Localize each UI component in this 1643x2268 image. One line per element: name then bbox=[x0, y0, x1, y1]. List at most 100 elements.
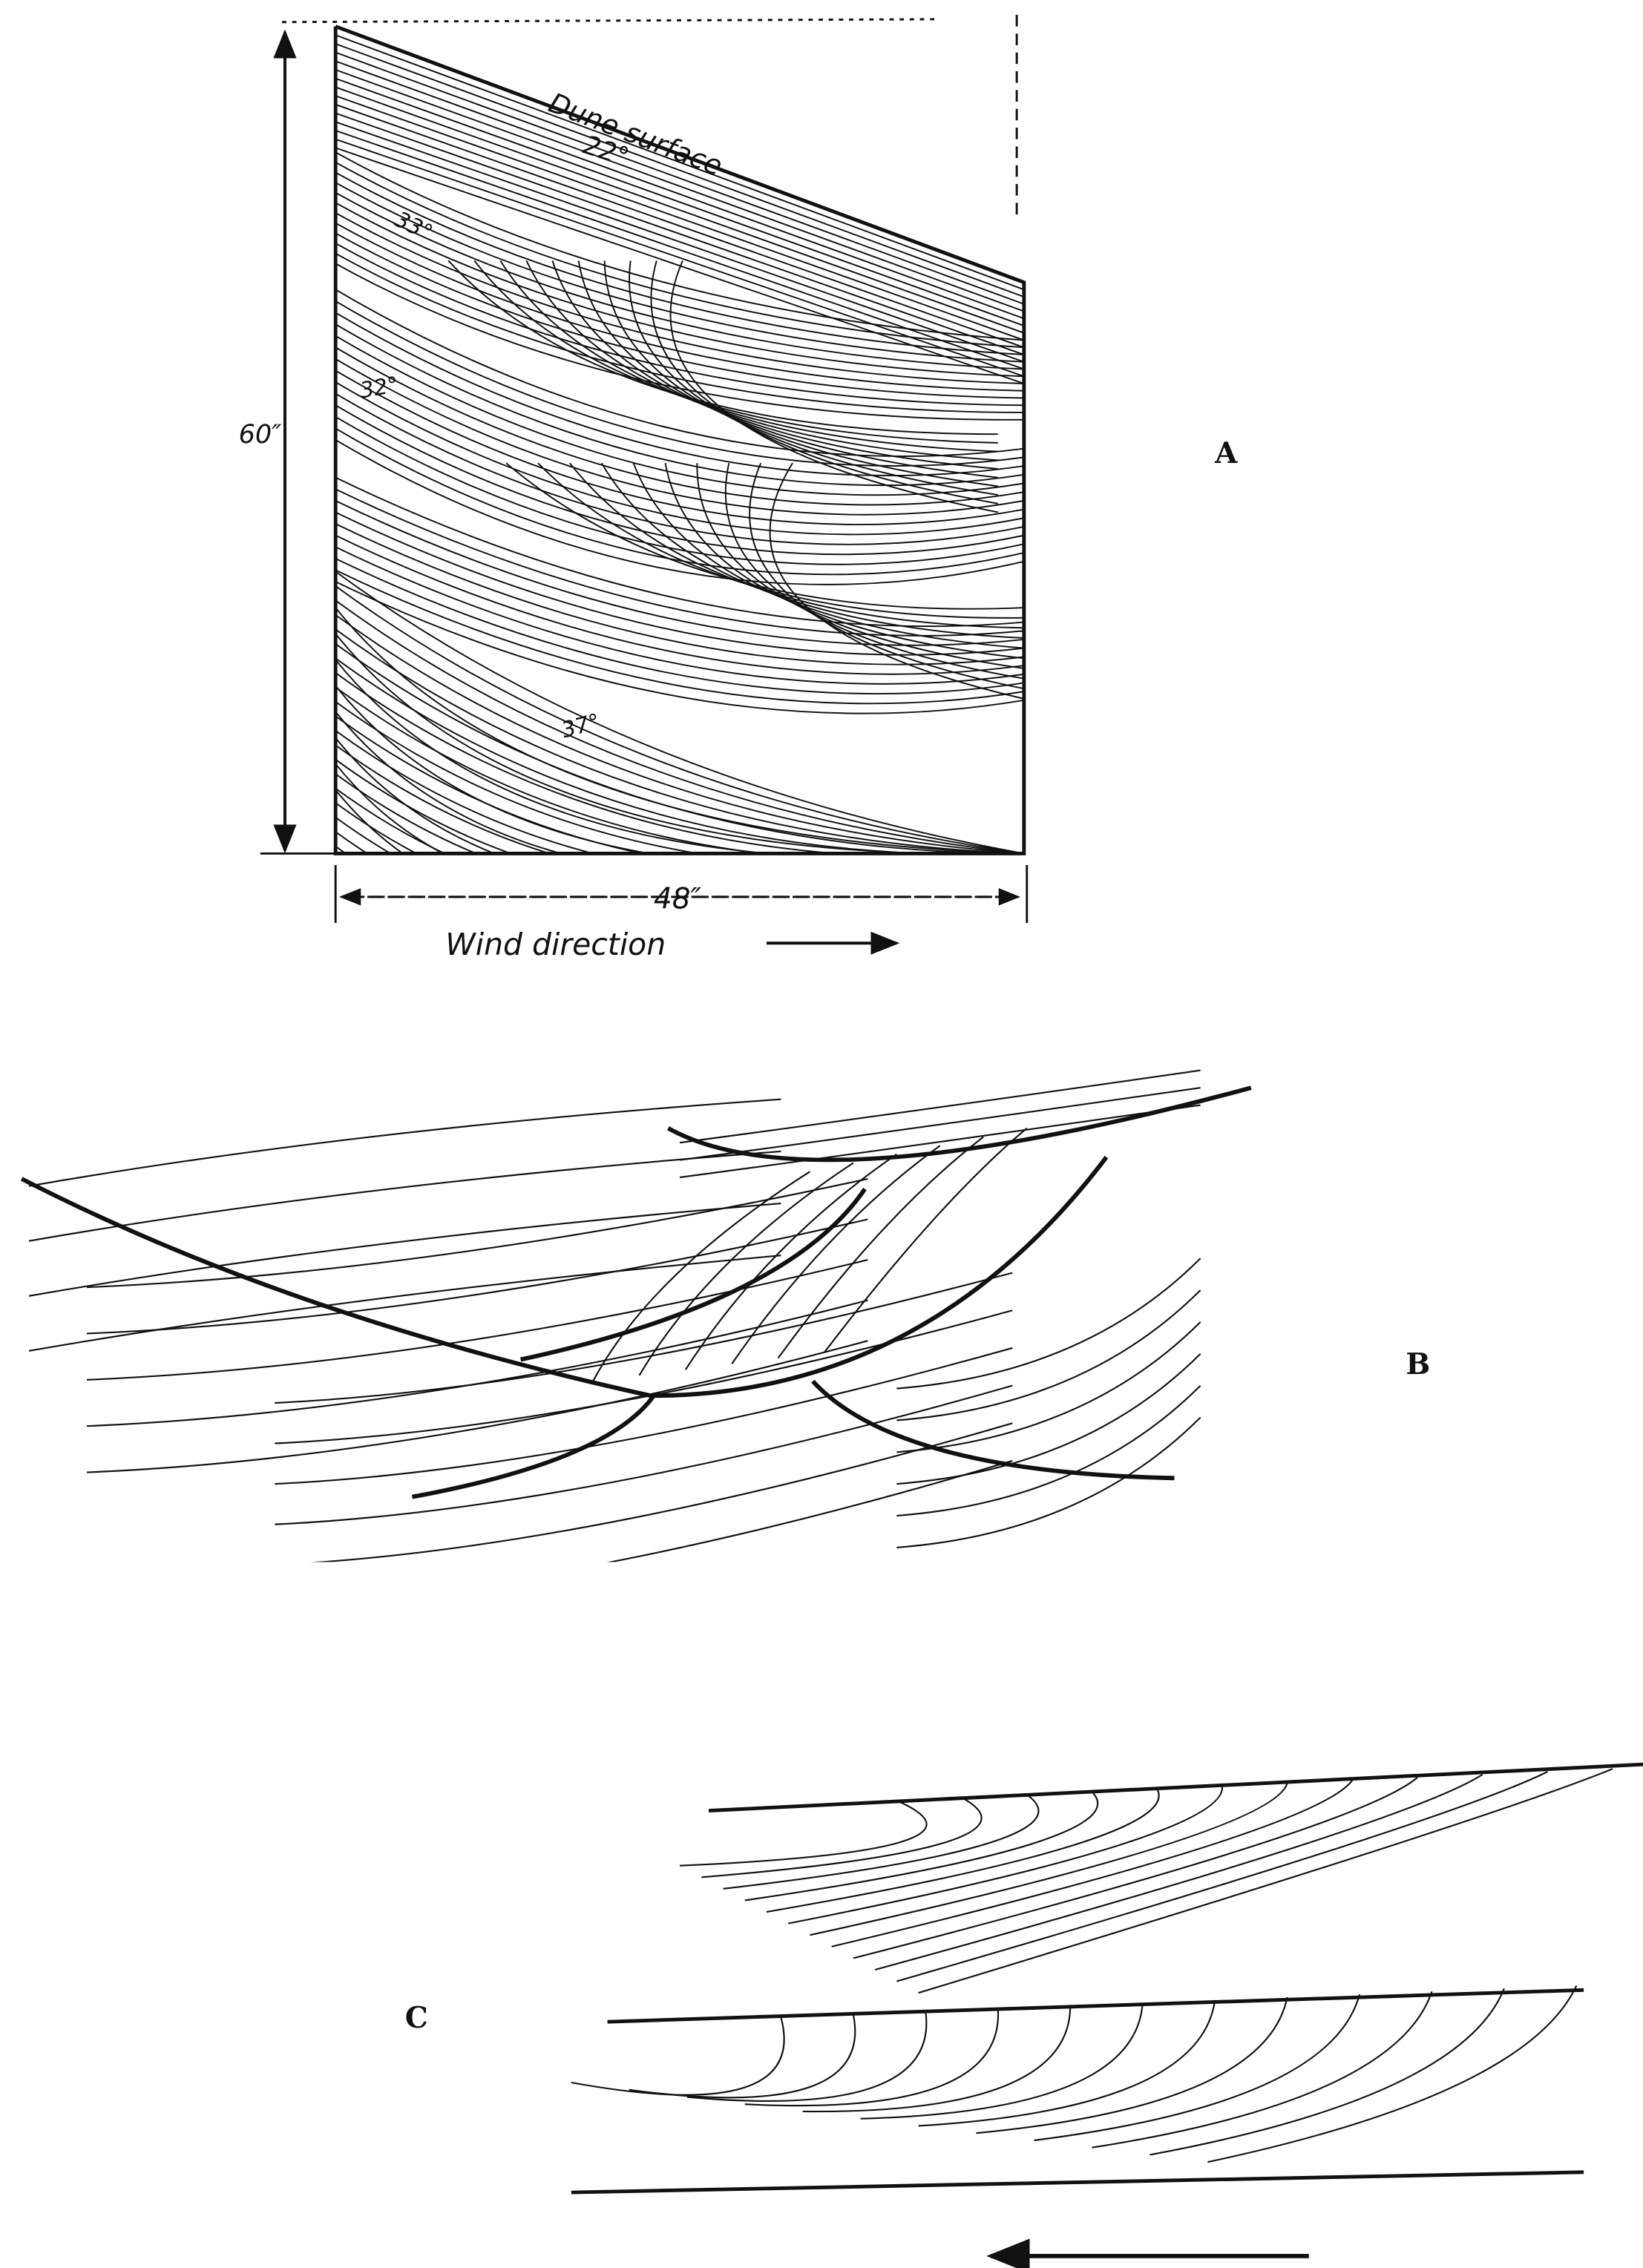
lamina bbox=[896, 1384, 1201, 1517]
width-label: 48″ bbox=[654, 882, 702, 916]
bounding-surface bbox=[811, 1379, 1175, 1481]
lamina bbox=[28, 1202, 781, 1297]
lamina bbox=[335, 312, 1024, 476]
lamina bbox=[335, 569, 1024, 705]
lamina bbox=[335, 439, 1024, 585]
lamina bbox=[603, 260, 998, 487]
lamina bbox=[335, 557, 1024, 695]
lamina bbox=[896, 1321, 1201, 1453]
lamina bbox=[335, 95, 1024, 341]
lamina bbox=[335, 737, 1024, 854]
bounding-surface bbox=[411, 1394, 656, 1499]
lamina bbox=[802, 2005, 1072, 2113]
lamina bbox=[679, 1069, 1201, 1144]
lamina bbox=[275, 1272, 1013, 1404]
lamina bbox=[335, 86, 1024, 334]
lamina bbox=[335, 222, 1024, 392]
lamina bbox=[335, 121, 1024, 363]
lamina bbox=[577, 260, 998, 479]
lamina bbox=[918, 1999, 1216, 2127]
lamina bbox=[335, 103, 1024, 349]
panel-label: C bbox=[405, 2001, 428, 2035]
bounding-surface bbox=[666, 1085, 1252, 1163]
lamina bbox=[335, 112, 1024, 355]
lamina bbox=[275, 1309, 1013, 1444]
lamina bbox=[335, 711, 1024, 854]
height-label: 60″ bbox=[239, 419, 282, 450]
lamina bbox=[28, 1150, 781, 1242]
lamina bbox=[335, 607, 1024, 854]
lamina bbox=[335, 511, 1024, 656]
lamina bbox=[335, 659, 1024, 854]
lamina bbox=[629, 2014, 856, 2099]
lamina bbox=[335, 289, 1024, 457]
lamina bbox=[335, 34, 1024, 291]
lamina bbox=[976, 1996, 1288, 2134]
lamina bbox=[335, 686, 1024, 854]
lamina bbox=[335, 335, 1024, 496]
lamina bbox=[275, 1384, 1013, 1525]
lamina bbox=[335, 415, 1024, 565]
lamina bbox=[335, 534, 1024, 675]
lamina bbox=[896, 1352, 1201, 1485]
lamina bbox=[571, 2017, 785, 2096]
lamina bbox=[335, 60, 1024, 312]
lamina bbox=[310, 1422, 1013, 1562]
lamina bbox=[335, 488, 1024, 637]
lamina bbox=[606, 1459, 1013, 1562]
lamina bbox=[824, 1127, 1028, 1353]
lamina bbox=[335, 346, 1024, 506]
lamina bbox=[1092, 1991, 1433, 2149]
lamina bbox=[275, 1347, 1013, 1485]
lamina bbox=[810, 1783, 1288, 1936]
lamina bbox=[335, 358, 1024, 516]
lamina bbox=[335, 729, 1024, 854]
lamina bbox=[1207, 1985, 1578, 2163]
lamina bbox=[86, 1259, 868, 1381]
lamina bbox=[335, 151, 1024, 341]
bedding-plane bbox=[571, 2170, 1584, 2195]
lamina bbox=[874, 1773, 1483, 1971]
lamina bbox=[335, 787, 1024, 854]
lamina bbox=[896, 1416, 1201, 1548]
lamina bbox=[28, 1255, 781, 1352]
lamina bbox=[744, 2008, 999, 2107]
lamina bbox=[918, 1768, 1613, 1994]
lamina bbox=[335, 77, 1024, 326]
lamina bbox=[1150, 1988, 1505, 2156]
lamina bbox=[335, 789, 1024, 854]
lamina bbox=[335, 476, 1024, 628]
panel-b: B bbox=[20, 1069, 1430, 1562]
panel-label: B bbox=[1406, 1347, 1430, 1381]
lamina bbox=[335, 773, 1024, 854]
lamina bbox=[335, 523, 1024, 665]
lamina bbox=[723, 1794, 1040, 1890]
lamina bbox=[896, 1258, 1201, 1390]
lamina bbox=[744, 1791, 1099, 1901]
lamina bbox=[335, 323, 1024, 487]
lamina bbox=[335, 43, 1024, 298]
lamina bbox=[679, 1087, 1201, 1161]
lamina bbox=[86, 1218, 868, 1335]
lamina bbox=[896, 1771, 1548, 1982]
lamina bbox=[335, 147, 1024, 384]
lamina bbox=[86, 1177, 868, 1289]
dune-surface-label: Dune surface bbox=[544, 87, 727, 183]
angle-label: 37° bbox=[559, 709, 603, 743]
lamina bbox=[335, 758, 1024, 854]
lamina bbox=[335, 161, 1024, 349]
lamina bbox=[335, 763, 1024, 854]
lamina bbox=[335, 69, 1024, 320]
lamina bbox=[335, 404, 1024, 556]
lamina bbox=[335, 546, 1024, 685]
lamina bbox=[335, 628, 1024, 854]
lamina bbox=[335, 581, 1024, 714]
block-outline bbox=[333, 24, 1026, 855]
lamina bbox=[335, 138, 1024, 378]
lamina bbox=[335, 599, 1024, 854]
lamina bbox=[638, 1162, 854, 1376]
lamina bbox=[335, 744, 1024, 854]
lamina bbox=[769, 462, 1024, 700]
